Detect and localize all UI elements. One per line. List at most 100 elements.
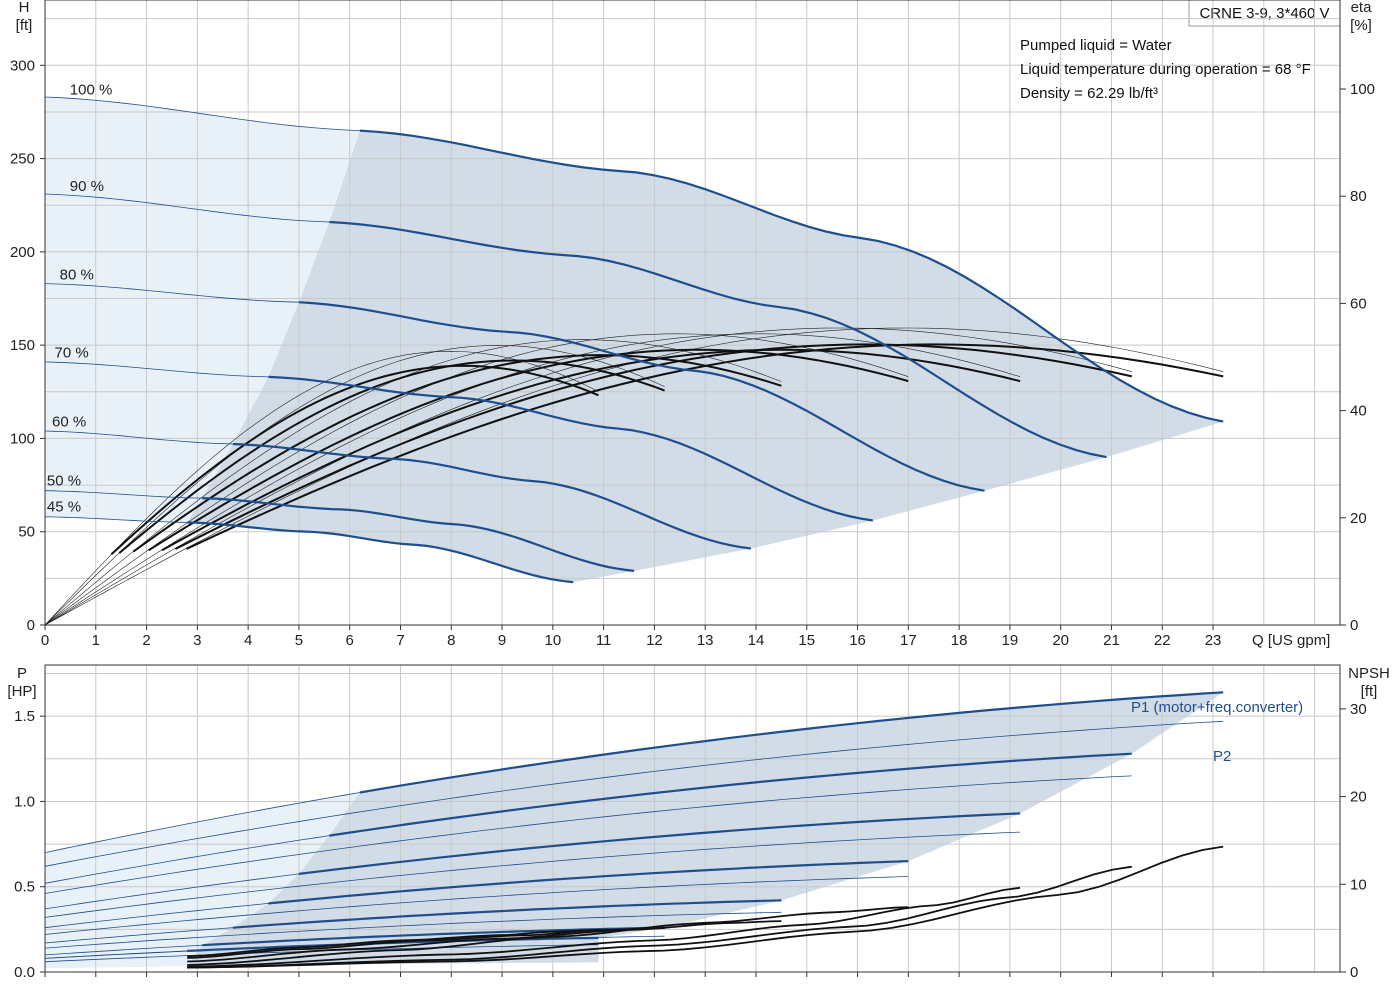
plot-frame-top (44, 0, 1341, 626)
info-line-pumped-liquid: Pumped liquid = Water (1020, 37, 1172, 54)
p1-series-label: P1 (motor+freq.converter) (1131, 699, 1303, 716)
x-tick-label: 22 (1154, 632, 1171, 649)
speed-label: 90 % (70, 178, 104, 195)
p2-curve (44, 911, 782, 949)
eta-curve (148, 348, 909, 552)
y-tick-label: 250 (10, 151, 35, 168)
eta-curve-thin (44, 339, 782, 626)
y-tick-label: 150 (10, 337, 35, 354)
x-tick-label: 2 (142, 632, 150, 649)
head-curve (268, 375, 873, 522)
x-tick-label: 7 (396, 632, 404, 649)
x-tick-label: 12 (646, 632, 663, 649)
p1-curve-thin (44, 927, 233, 944)
info-line-density: Density = 62.29 lb/ft³ (1020, 85, 1158, 102)
x-tick-label: 9 (498, 632, 506, 649)
y2-tick-label: 20 (1350, 789, 1367, 806)
head-curve-thin (44, 96, 360, 131)
y2-tick-label: 10 (1350, 876, 1367, 893)
x-tick-label: 16 (849, 632, 866, 649)
y2-tick-label: 30 (1350, 701, 1367, 718)
y-tick-label: 100 (10, 430, 35, 447)
y-axis-unit-h: [ft] (16, 17, 33, 34)
y2-tick-label: 40 (1350, 403, 1367, 420)
x-tick-label: 21 (1103, 632, 1120, 649)
eta-curve-thin (44, 345, 665, 626)
x-tick-label: 19 (1002, 632, 1019, 649)
npsh-curve (187, 865, 1132, 969)
y-axis-label-h: H (19, 0, 30, 16)
x-tick-label: 11 (596, 632, 612, 649)
speed-label: 45 % (47, 499, 81, 516)
speed-label: 70 % (55, 344, 89, 361)
eta-curve (161, 348, 1021, 552)
y2-axis-label-npsh: NPSH (1348, 665, 1390, 682)
x-tick-label: 10 (544, 632, 561, 649)
p1-curve (329, 752, 1132, 837)
chart-title: CRNE 3-9, 3*460 V (1199, 5, 1329, 22)
plot-frame-bottom (44, 664, 1341, 973)
x-tick-label: 5 (295, 632, 303, 649)
p2-series-label: P2 (1213, 748, 1231, 765)
head-curve-thin (44, 516, 188, 523)
x-tick-label: 18 (951, 632, 968, 649)
x-tick-label: 0 (41, 632, 49, 649)
y2-tick-label: 0 (1350, 964, 1358, 981)
y-tick-label: 1.0 (14, 793, 35, 810)
eta-curve (118, 359, 665, 554)
head-curve-thin (44, 361, 269, 378)
p1-curve-thin (44, 950, 188, 959)
power-npsh-panel: 0.0 0.5 1.0 1.5 0 10 20 30 (14, 664, 1367, 981)
x-tick-label: 14 (748, 632, 765, 649)
x-tick-label: 8 (447, 632, 455, 649)
head-curve-thin (44, 283, 299, 303)
x-axis-label-q: Q [US gpm] (1252, 632, 1330, 649)
x-tick-label: 20 (1052, 632, 1069, 649)
speed-label: 80 % (60, 266, 94, 283)
p1-curve-thin (44, 903, 269, 929)
y2-tick-label: 100 (1350, 81, 1375, 98)
head-curve (232, 442, 752, 550)
y-tick-label: 1.5 (14, 708, 35, 725)
speed-label: 60 % (52, 413, 86, 430)
head-curve-thin (44, 193, 330, 223)
head-curve (202, 497, 635, 572)
p2-curve (44, 720, 1224, 867)
eta-curve-thin (44, 350, 599, 626)
p1-curve (232, 899, 782, 929)
npsh-curve (187, 929, 599, 958)
y-tick-label: 0.5 (14, 879, 35, 896)
y2-tick-label: 80 (1350, 188, 1367, 205)
head-curve (187, 521, 574, 584)
npsh-curve (187, 906, 909, 966)
x-tick-label: 3 (193, 632, 201, 649)
p1-curve (359, 691, 1224, 794)
head-eta-panel: 100 %90 %80 %70 %60 %50 %45 %0 1 2 3 4 5 6 7 8 9 1… (10, 0, 1375, 649)
x-tick-label: 17 (900, 632, 917, 649)
p2-curve (44, 775, 1132, 894)
y2-tick-label: 20 (1350, 510, 1367, 527)
x-tick-label: 6 (346, 632, 354, 649)
npsh-curve (187, 920, 782, 963)
p1-curve (268, 860, 909, 905)
x-tick-label: 1 (92, 632, 100, 649)
y2-axis-label-eta: eta (1351, 0, 1373, 16)
p1-curve-thin (44, 792, 360, 853)
p1-curve-thin (44, 873, 299, 910)
head-curve-thin (44, 490, 203, 499)
y2-axis-unit-npsh: [ft] (1361, 683, 1378, 700)
head-curve (329, 220, 1107, 459)
x-tick-label: 23 (1205, 632, 1222, 649)
eta-curve-thin (44, 333, 1021, 626)
y2-tick-label: 60 (1350, 295, 1367, 312)
y2-tick-label: 0 (1350, 617, 1358, 634)
x-tick-label: 13 (697, 632, 714, 649)
y2-axis-unit-eta: [%] (1350, 17, 1372, 34)
p1-curve-thin (44, 944, 203, 956)
head-curve (359, 129, 1224, 423)
info-line-temperature: Liquid temperature during operation = 68… (1020, 61, 1311, 78)
y-tick-label: 300 (10, 57, 35, 74)
y-axis-label-p: P (17, 665, 27, 682)
npsh-curve (187, 845, 1224, 969)
